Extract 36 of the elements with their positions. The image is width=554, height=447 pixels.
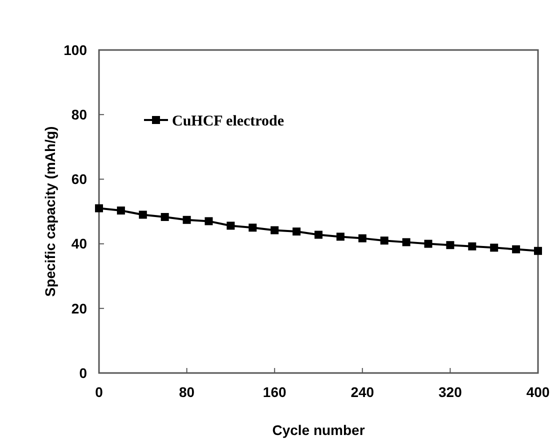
point — [226, 222, 235, 230]
point — [292, 228, 301, 236]
x-tick-label: 320 — [438, 384, 462, 400]
point — [402, 238, 410, 246]
point — [336, 232, 344, 241]
point — [380, 236, 388, 245]
y-tick-label: 100 — [64, 42, 88, 58]
point — [248, 224, 257, 232]
point — [446, 241, 454, 250]
x-axis-title: Cycle number — [272, 422, 366, 438]
y-tick-label: 20 — [71, 300, 88, 316]
y-tick-label: 0 — [79, 364, 88, 381]
x-tick-label: 160 — [262, 384, 286, 400]
point — [314, 230, 322, 239]
x-tick-label: 80 — [179, 384, 195, 400]
point — [182, 216, 191, 224]
point — [160, 212, 169, 221]
legend-label: CuHCF electrode — [172, 113, 284, 130]
x-tick-label: 400 — [526, 384, 550, 400]
x-tick-label: 0 — [95, 384, 104, 400]
point — [468, 242, 476, 250]
point — [270, 226, 279, 234]
point — [490, 244, 498, 252]
point — [95, 204, 103, 212]
point — [116, 206, 125, 215]
y-tick-label: 60 — [71, 171, 88, 188]
point — [358, 234, 366, 242]
point — [138, 210, 147, 219]
point — [204, 217, 213, 226]
y-tick-label: 80 — [71, 106, 88, 122]
point — [424, 240, 432, 248]
y-axis-title: Specific capacity (mAh/g) — [42, 126, 58, 297]
y-tick-label: 40 — [71, 236, 88, 252]
point — [534, 246, 542, 255]
point — [512, 245, 520, 254]
x-tick-label: 240 — [350, 384, 374, 400]
